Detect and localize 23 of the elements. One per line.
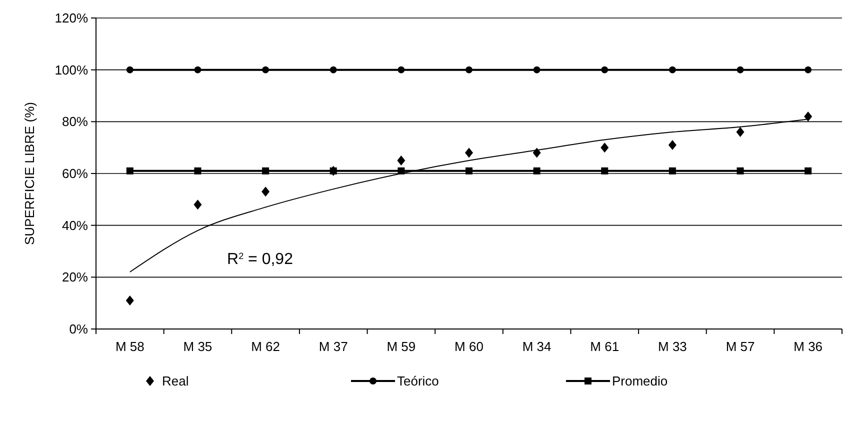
y-tick-label: 120% <box>54 10 88 26</box>
y-tick-label: 100% <box>54 62 88 78</box>
x-tick-label: M 58 <box>115 339 144 354</box>
legend-label: Teórico <box>397 374 439 389</box>
y-tick-label: 0% <box>69 322 88 337</box>
annotation: R$^{2}$ = 0,92 <box>227 251 294 268</box>
x-tick-label: M 35 <box>183 339 212 354</box>
y-tick-label: 60% <box>62 166 88 182</box>
x-tick-label: M 37 <box>318 339 348 354</box>
y-axis-title: SUPERFICIE LIBRE (%) <box>22 102 37 246</box>
x-tick-label: M 60 <box>454 339 484 354</box>
y-tick-label: 20% <box>62 270 88 285</box>
x-tick-label: M 61 <box>590 339 620 354</box>
y-tick-label: 40% <box>62 218 88 233</box>
x-tick-label: M 36 <box>794 339 823 354</box>
legend-label: Promedio <box>612 374 668 389</box>
x-tick-label: M 62 <box>251 339 280 354</box>
x-tick-label: M 59 <box>386 339 416 354</box>
y-tick-label: 80% <box>62 114 88 130</box>
x-tick-label: M 34 <box>522 339 552 354</box>
x-tick-label: M 33 <box>658 339 687 354</box>
x-tick-label: M 57 <box>726 339 755 354</box>
legend-label: Real <box>162 374 189 389</box>
